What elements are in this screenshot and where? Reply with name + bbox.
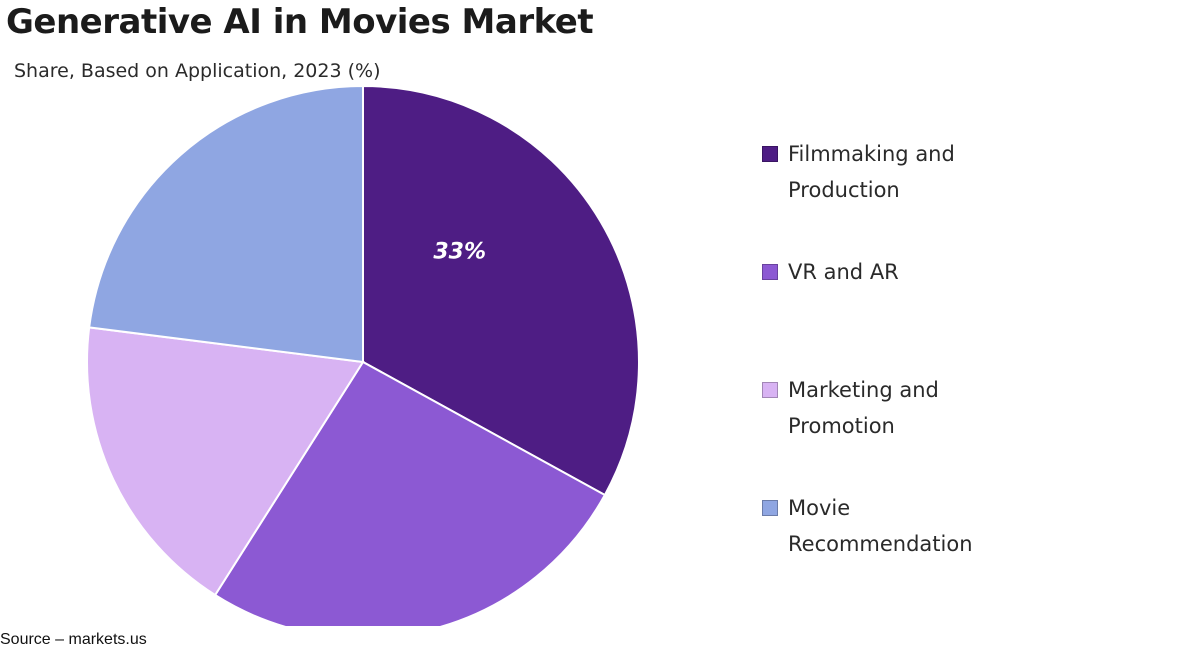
pie-slice-vr-and-ar <box>213 360 607 626</box>
pie-slice-marketing-and-promotion <box>86 326 365 597</box>
chart-subtitle: Share, Based on Application, 2023 (%) <box>14 60 381 82</box>
pie-slices <box>86 84 640 626</box>
pie-chart: 33% <box>86 84 640 626</box>
legend-swatch <box>762 146 778 162</box>
legend-item-filmmaking-and-production: Filmmaking and Production <box>762 136 1028 208</box>
legend-swatch <box>762 382 778 398</box>
legend-label: Filmmaking and Production <box>788 142 955 202</box>
source-note: Source – markets.us <box>0 631 147 648</box>
legend-label: Marketing and Promotion <box>788 378 939 438</box>
legend-item-vr-and-ar: VR and AR <box>762 254 1028 290</box>
pie-data-labels: 33% <box>433 239 486 264</box>
data-label-filmmaking-and-production: 33% <box>433 239 486 264</box>
legend-swatch <box>762 264 778 280</box>
chart-title: Generative AI in Movies Market <box>6 2 594 42</box>
chart-legend: Filmmaking and Production VR and AR Market… <box>762 136 1030 566</box>
legend-label: Movie Recommendation <box>788 496 973 556</box>
legend-item-movie-recommendation: Movie Recommendation <box>762 490 1028 562</box>
chart-card: Generative AI in Movies Market Share, Ba… <box>6 2 1030 626</box>
pie-slice-movie-recommendation <box>88 84 364 364</box>
legend-item-marketing-and-promotion: Marketing and Promotion <box>762 372 1028 444</box>
pie-slice-filmmaking-and-production <box>362 84 640 497</box>
legend-swatch <box>762 500 778 516</box>
legend-label: VR and AR <box>788 260 899 284</box>
